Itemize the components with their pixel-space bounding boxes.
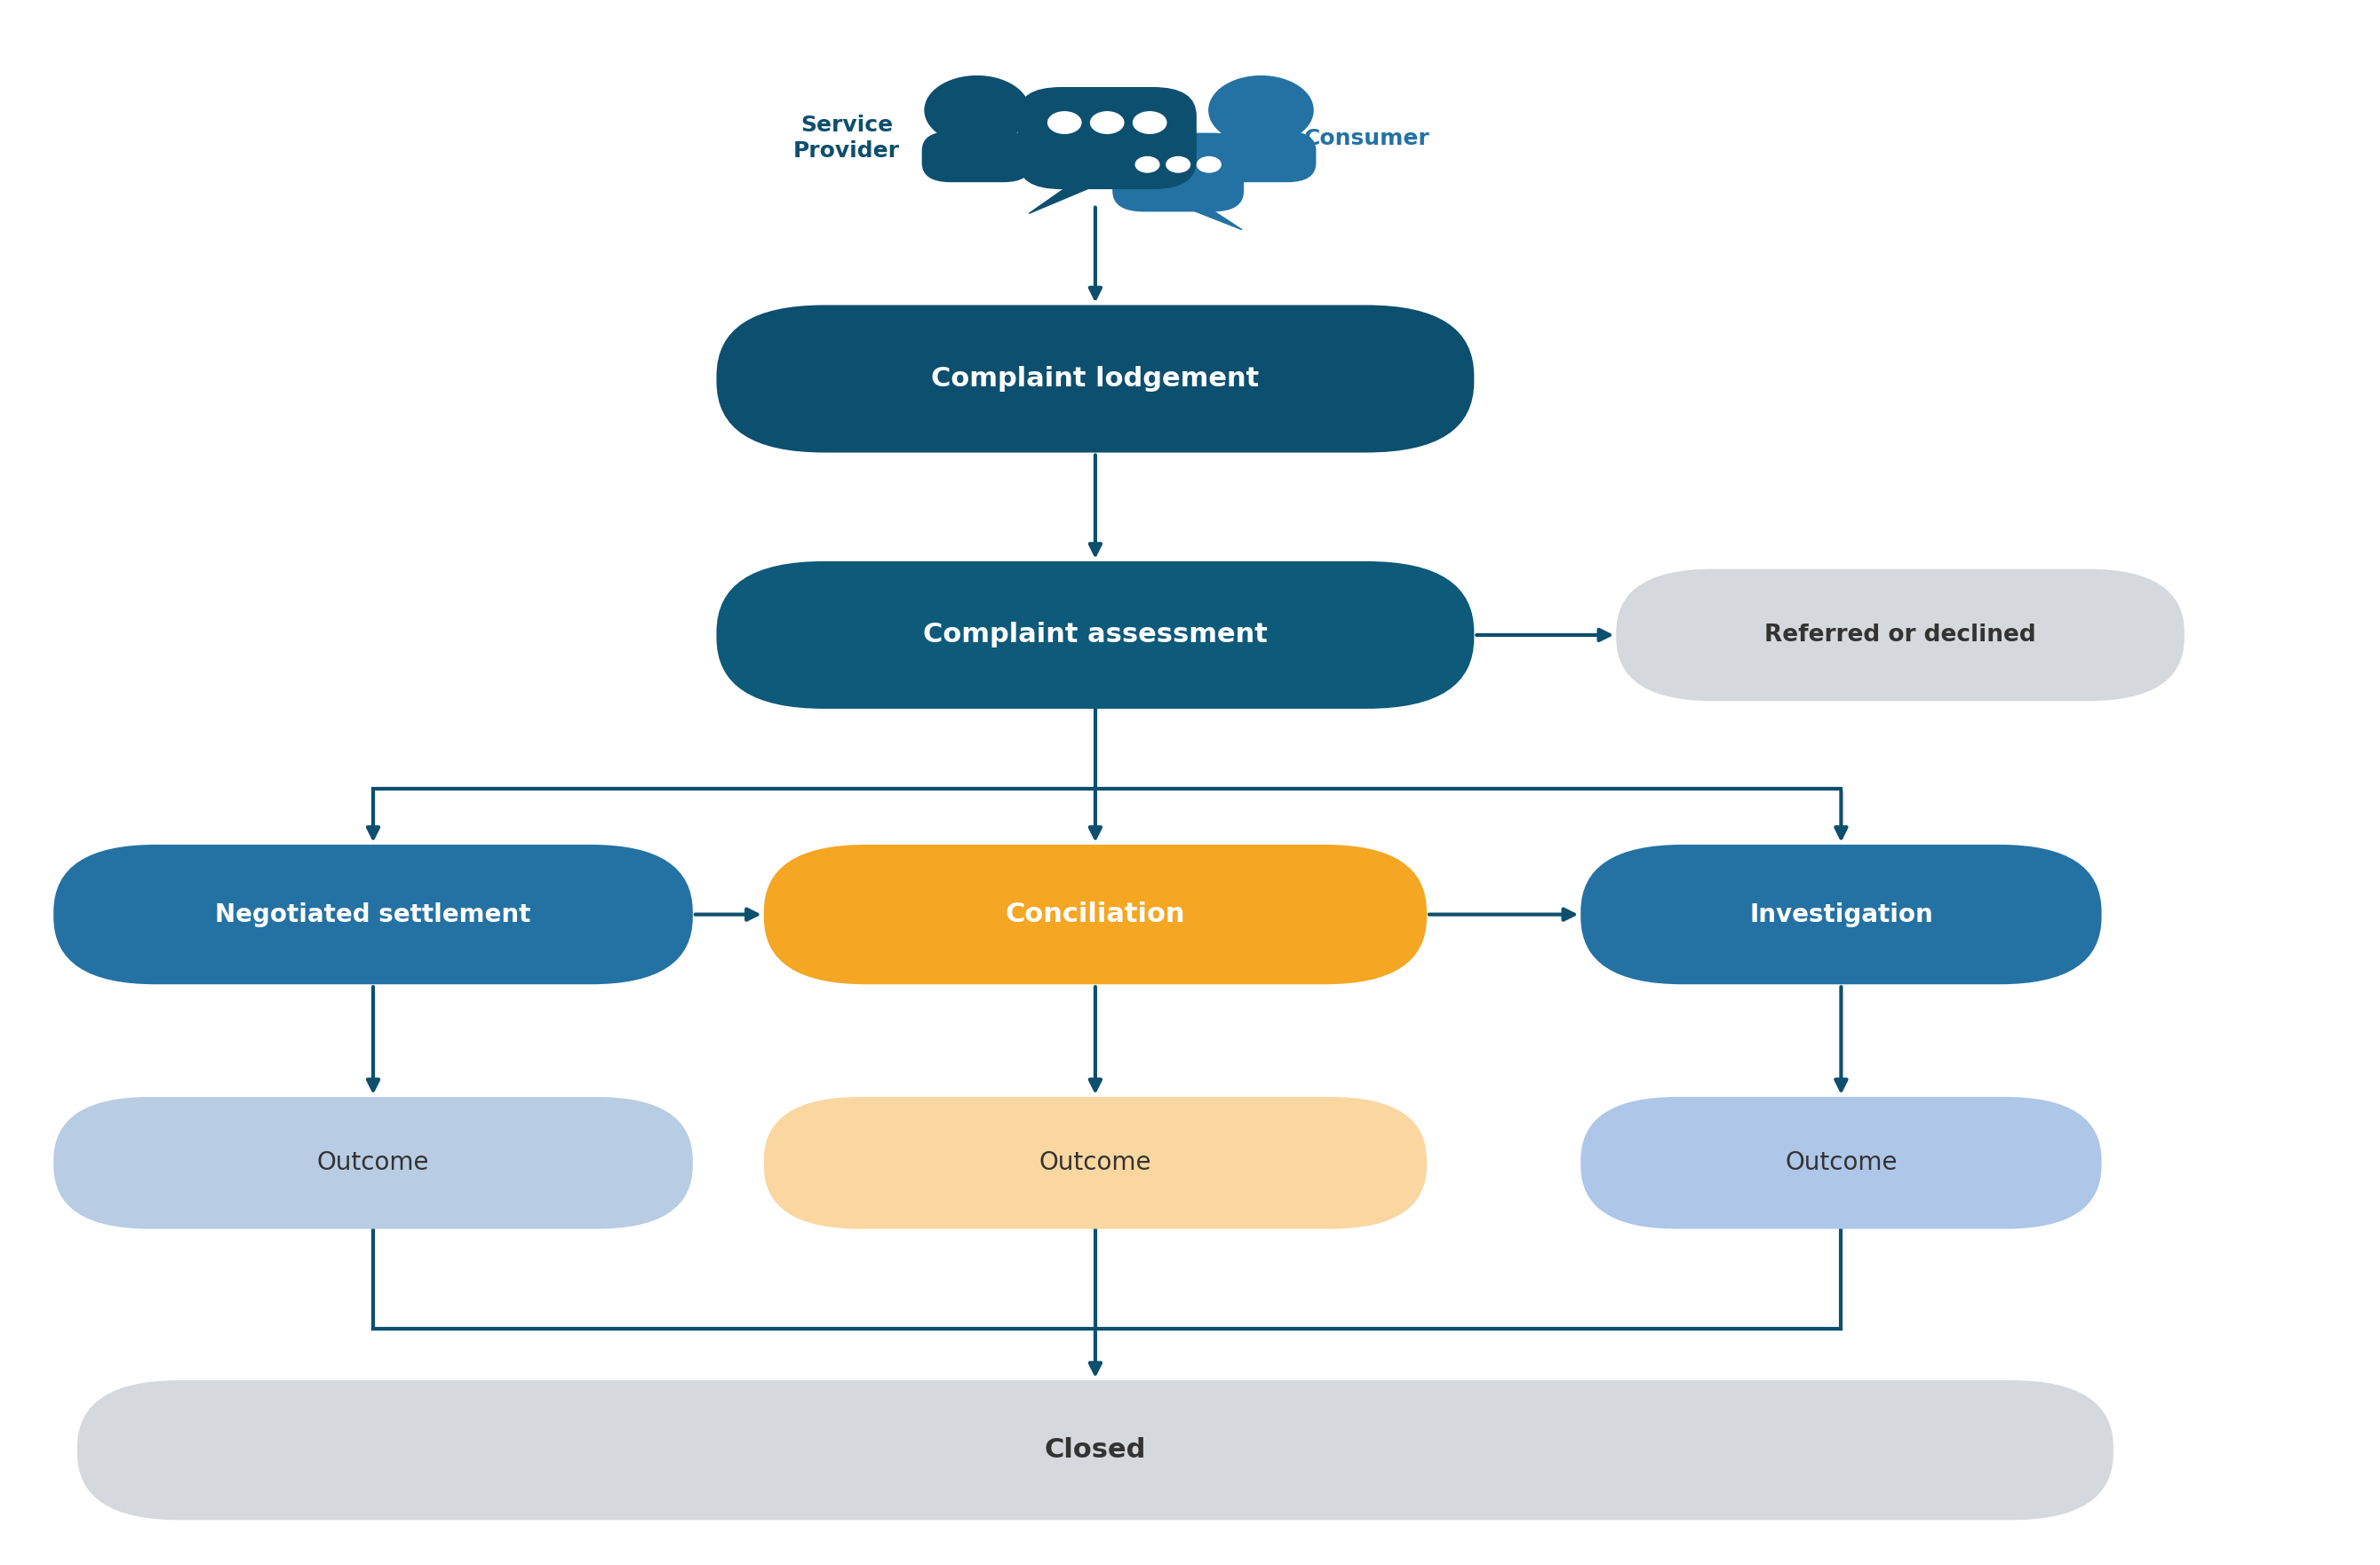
Polygon shape	[1195, 211, 1242, 230]
Circle shape	[1047, 111, 1081, 133]
FancyBboxPatch shape	[1019, 88, 1195, 189]
Text: Outcome: Outcome	[1040, 1150, 1152, 1175]
Circle shape	[1166, 157, 1190, 172]
FancyBboxPatch shape	[1580, 1097, 2102, 1229]
Text: Complaint lodgement: Complaint lodgement	[931, 366, 1259, 391]
FancyBboxPatch shape	[716, 305, 1473, 452]
Text: Service
Provider: Service Provider	[793, 114, 900, 163]
Text: Complaint assessment: Complaint assessment	[923, 623, 1269, 648]
Circle shape	[1209, 77, 1314, 144]
FancyBboxPatch shape	[52, 1097, 693, 1229]
FancyBboxPatch shape	[76, 1380, 2113, 1520]
Circle shape	[1133, 111, 1166, 133]
Circle shape	[1135, 157, 1159, 172]
Circle shape	[1090, 111, 1123, 133]
Text: Conciliation: Conciliation	[1004, 901, 1185, 928]
FancyBboxPatch shape	[1580, 845, 2102, 984]
FancyBboxPatch shape	[923, 131, 1031, 182]
Circle shape	[1197, 157, 1221, 172]
Text: Outcome: Outcome	[317, 1150, 428, 1175]
Text: Consumer: Consumer	[1304, 127, 1430, 149]
FancyBboxPatch shape	[1207, 131, 1316, 182]
Text: Outcome: Outcome	[1785, 1150, 1897, 1175]
Circle shape	[926, 77, 1028, 144]
Text: Closed: Closed	[1045, 1437, 1147, 1463]
Text: Referred or declined: Referred or declined	[1764, 623, 2037, 646]
FancyBboxPatch shape	[52, 845, 693, 984]
FancyBboxPatch shape	[1114, 133, 1242, 211]
FancyBboxPatch shape	[1616, 570, 2185, 701]
Text: Negotiated settlement: Negotiated settlement	[214, 901, 531, 926]
FancyBboxPatch shape	[716, 562, 1473, 709]
Polygon shape	[1028, 189, 1088, 213]
FancyBboxPatch shape	[764, 1097, 1426, 1229]
FancyBboxPatch shape	[764, 845, 1426, 984]
Text: Investigation: Investigation	[1749, 901, 1933, 926]
